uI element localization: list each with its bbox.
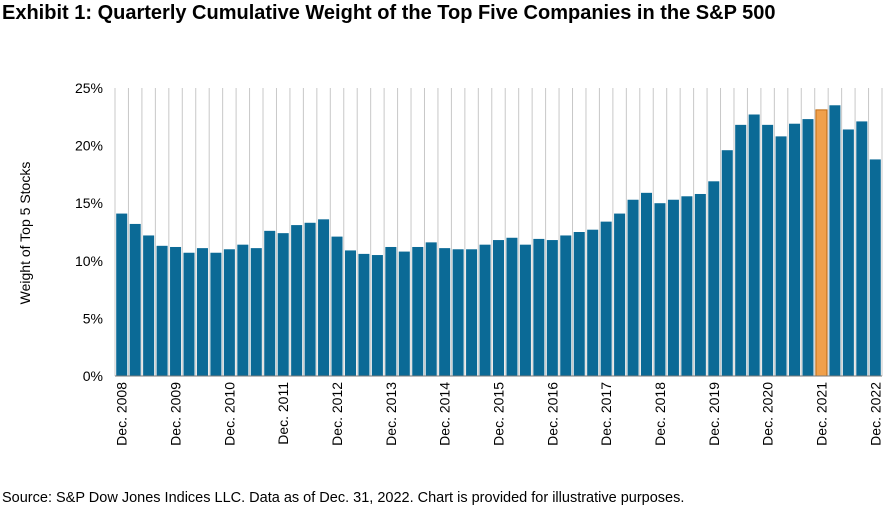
bar (492, 240, 505, 376)
bar (533, 238, 545, 376)
x-tick-label: Dec. 2014 (437, 382, 453, 446)
bar (385, 246, 397, 376)
bar (264, 230, 276, 376)
bar (479, 244, 491, 376)
bar (277, 233, 289, 376)
bar (439, 248, 451, 376)
bar (735, 124, 747, 376)
bar (371, 255, 383, 376)
bar (600, 221, 612, 376)
bar (129, 223, 141, 376)
x-tick-label: Dec. 2016 (544, 382, 560, 446)
y-axis-title: Weight of Top 5 Stocks (17, 162, 33, 305)
bar (250, 248, 262, 376)
bar-layer (116, 105, 881, 377)
bar (560, 235, 572, 376)
bar (506, 237, 518, 376)
bar-highlight (815, 109, 828, 377)
bar (856, 121, 868, 376)
bar (412, 246, 424, 376)
chart-title: Exhibit 1: Quarterly Cumulative Weight o… (2, 2, 776, 24)
bar (425, 242, 437, 376)
bar (829, 105, 841, 376)
bar (546, 240, 558, 376)
bar (721, 150, 733, 376)
y-tick-label: 0% (83, 368, 103, 384)
bar (358, 253, 370, 376)
bar (196, 248, 208, 376)
bar (466, 249, 478, 376)
bar (344, 250, 356, 376)
bar (842, 129, 854, 376)
source-note: Source: S&P Dow Jones Indices LLC. Data … (2, 490, 685, 506)
bar (641, 192, 653, 376)
bar (452, 249, 464, 376)
bar (183, 252, 195, 376)
bar (143, 235, 155, 376)
bar (708, 181, 720, 376)
x-tick-labels: Dec. 2008 Dec. 2009 Dec. 2010 Dec. 2011 Dec.… (114, 382, 884, 446)
bar (667, 199, 679, 376)
x-tick-label: Dec. 2009 (168, 382, 184, 446)
bar (318, 219, 330, 376)
bar (681, 196, 693, 376)
bar-chart: 0%5%10%15%20%25% Dec. 2008 Dec. 2009 Dec. … (17, 80, 884, 446)
x-tick-label: Dec. 2019 (706, 382, 722, 446)
bar (331, 236, 343, 376)
bar (869, 159, 881, 376)
x-tick-label: Dec. 2018 (652, 382, 668, 446)
bar (237, 244, 249, 376)
bar (519, 244, 531, 376)
bar (789, 123, 801, 377)
bar (654, 203, 666, 376)
bar (223, 249, 235, 376)
x-tick-label: Dec. 2012 (329, 382, 345, 446)
x-tick-label: Dec. 2015 (491, 382, 507, 446)
x-tick-label: Dec. 2011 (275, 382, 291, 445)
bar (398, 251, 410, 376)
x-tick-label: Dec. 2013 (383, 382, 399, 446)
bar (304, 222, 316, 376)
bar (291, 225, 303, 376)
y-tick-label: 25% (75, 80, 103, 96)
bar (116, 213, 128, 376)
x-tick-label: Dec. 2010 (221, 382, 237, 446)
bar (694, 193, 706, 376)
x-tick-label: Dec. 2021 (813, 382, 829, 446)
bar (573, 232, 585, 376)
y-tick-label: 20% (75, 138, 103, 154)
y-tick-label: 5% (83, 310, 103, 326)
bar (762, 124, 774, 376)
bar (587, 229, 599, 376)
x-tick-label: Dec. 2017 (598, 382, 614, 446)
y-tick-label: 15% (75, 195, 103, 211)
bar (156, 245, 168, 376)
bar (802, 119, 814, 376)
bar (210, 252, 222, 376)
grid-layer (114, 88, 883, 376)
bar (748, 114, 760, 376)
bar (614, 213, 626, 376)
x-tick-label: Dec. 2020 (760, 382, 776, 446)
bar (170, 246, 182, 376)
y-tick-labels: 0% 5% 10% 15% 20% 25% (75, 80, 103, 384)
bar (627, 199, 639, 376)
y-tick-label: 10% (75, 253, 103, 269)
x-tick-label: Dec. 2008 (114, 382, 130, 446)
x-tick-label: Dec. 2022 (867, 382, 883, 446)
bar (775, 136, 787, 376)
